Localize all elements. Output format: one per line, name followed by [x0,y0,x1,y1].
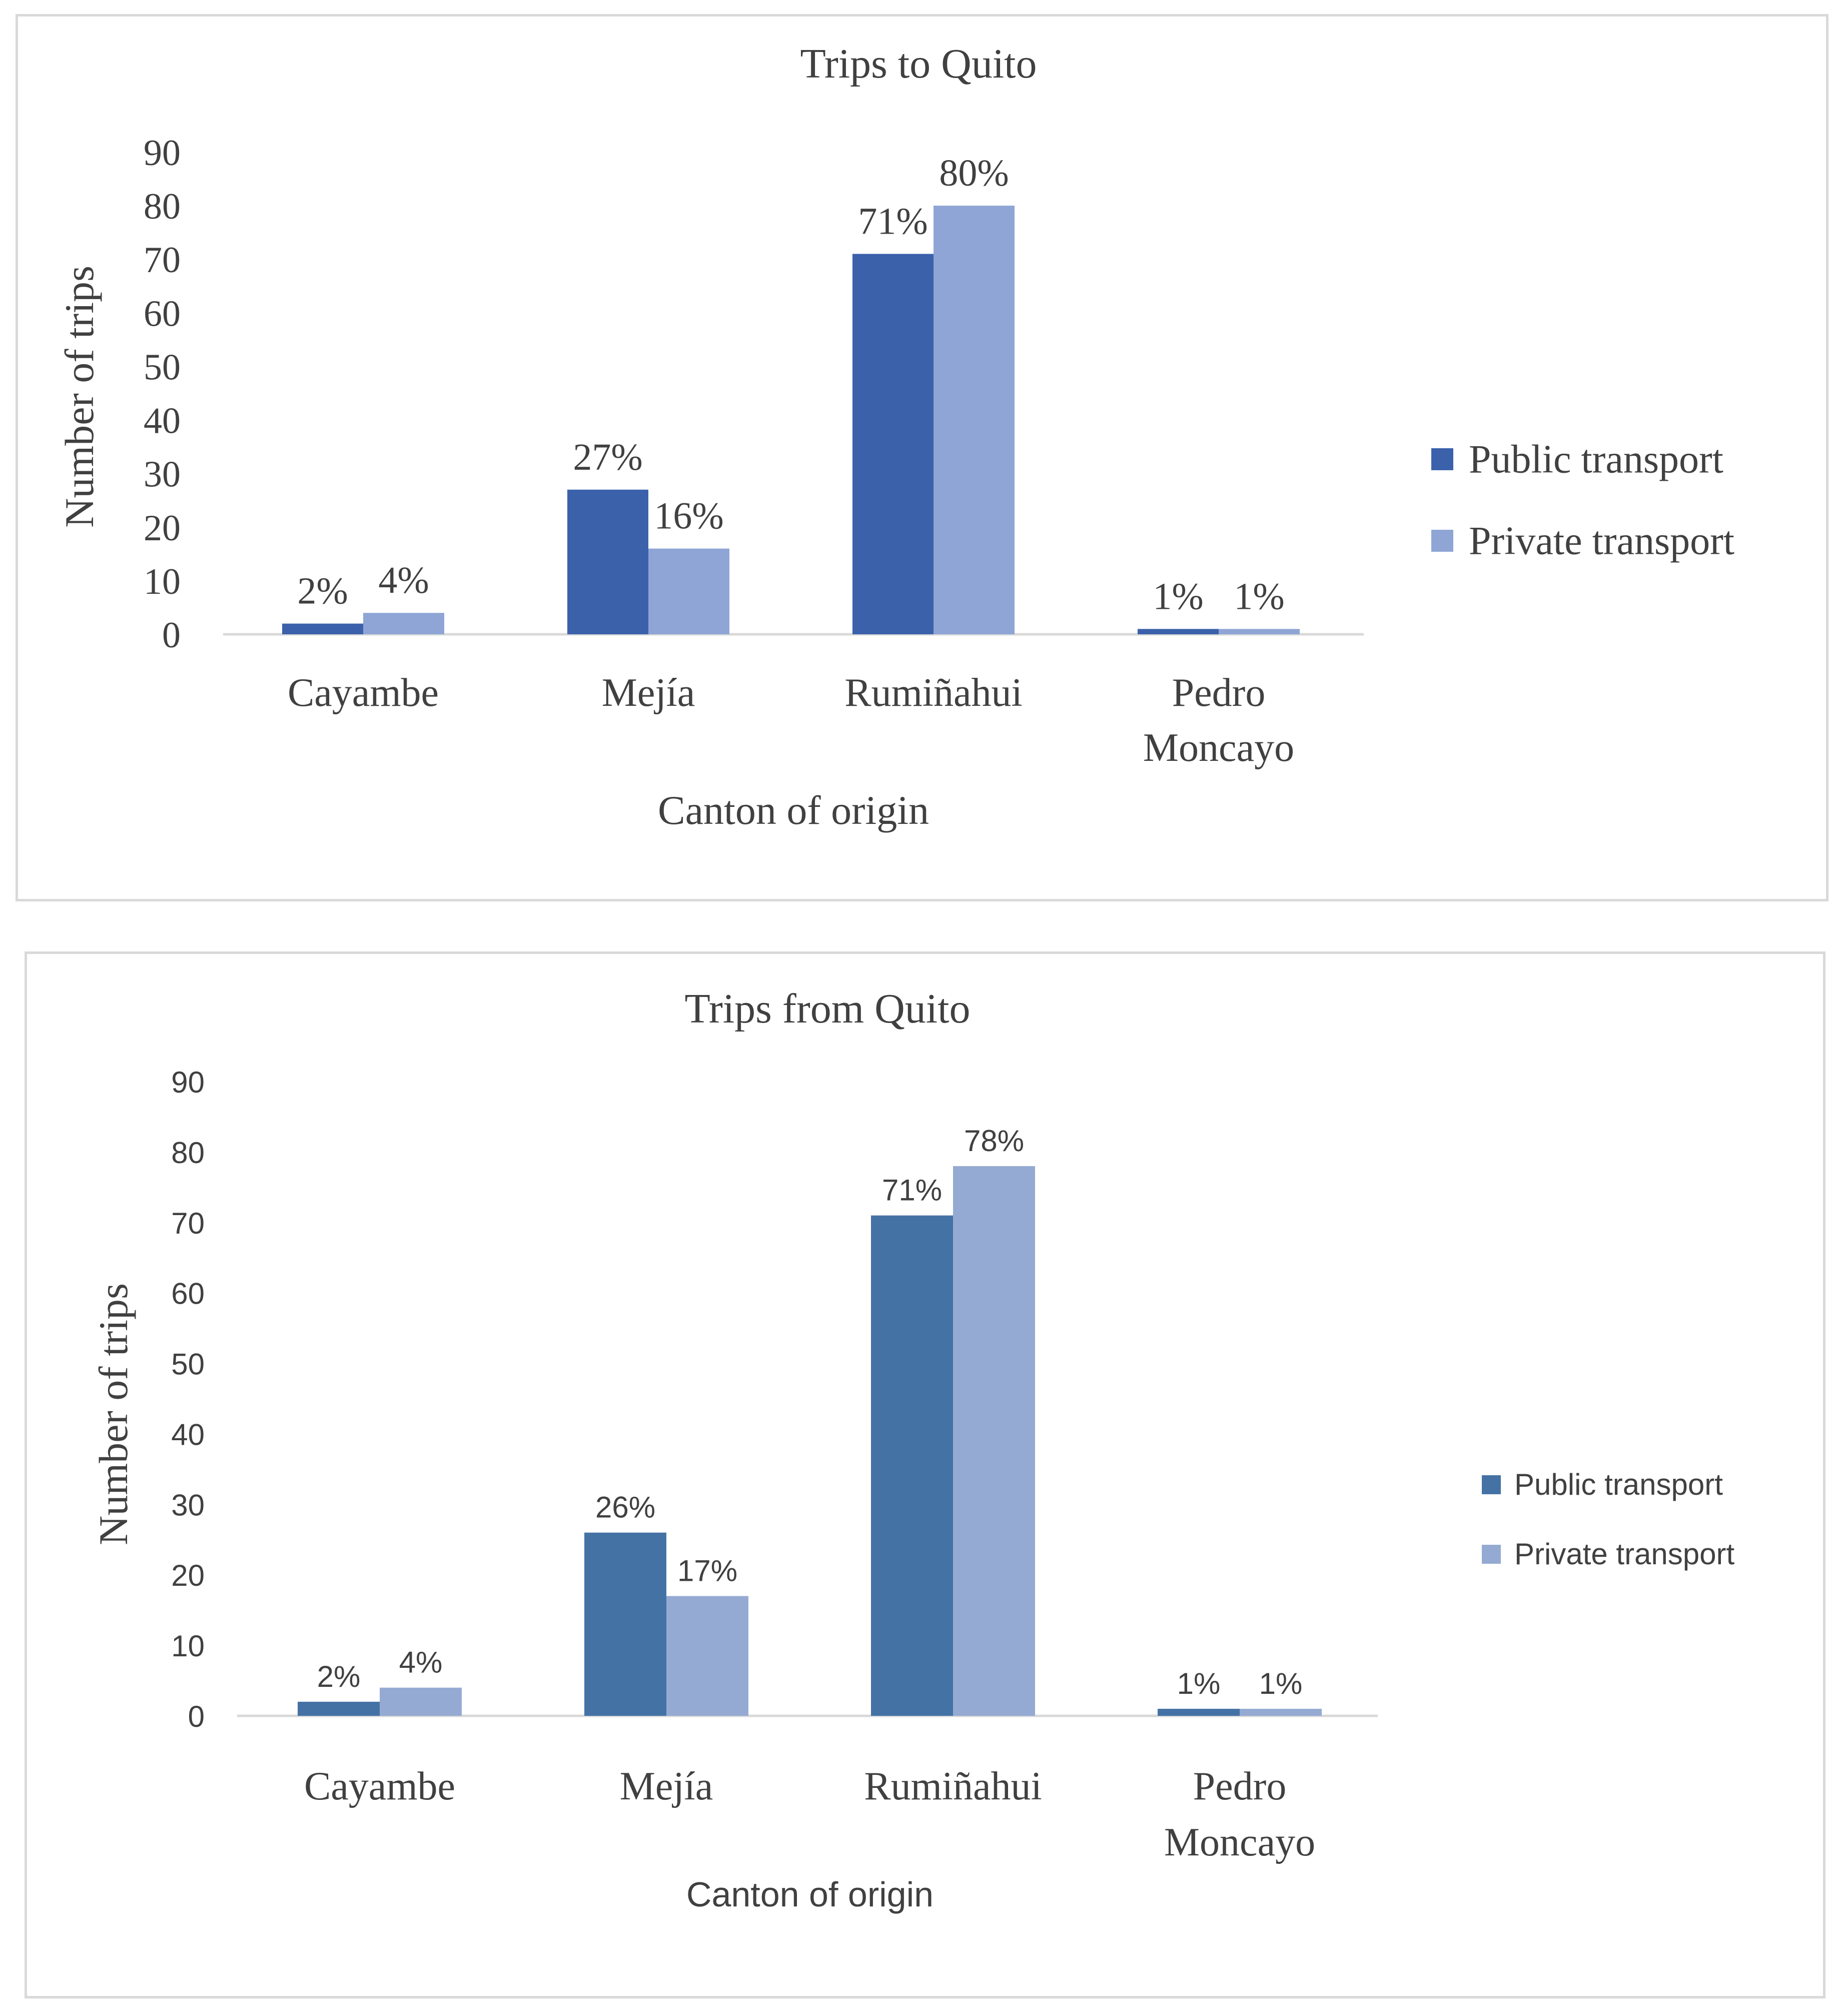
data-label: 71% [858,201,928,243]
data-label: 2% [297,570,348,612]
legend-label-private: Private transport [1514,1537,1735,1571]
y-tick-label: 40 [144,401,181,442]
data-label: 26% [595,1491,655,1524]
legend-label-public: Public transport [1514,1468,1723,1501]
x-axis-title: Canton of origin [686,1875,934,1914]
y-tick-label: 10 [144,561,181,602]
data-label: 16% [654,495,723,537]
bar-private [1240,1708,1322,1716]
y-tick-label: 90 [144,133,181,174]
bar-public [852,254,934,634]
chart-title: Trips to Quito [800,41,1037,87]
data-label: 80% [939,152,1009,194]
x-tick-label: Pedro [1193,1764,1287,1808]
data-label: 4% [378,559,429,601]
y-tick-label: 30 [144,454,181,495]
data-label: 27% [573,436,642,478]
chart-trips-from-quito: Trips from Quito 0 10 20 30 40 50 60 70 80 90 2% 4% C… [91,985,1735,1914]
y-tick-label: 60 [144,293,181,334]
y-tick-label: 0 [162,615,181,656]
data-label: 78% [964,1124,1024,1158]
data-label: 2% [317,1660,361,1693]
y-tick-label: 30 [171,1488,205,1522]
data-label: 17% [677,1554,737,1587]
bar-private [666,1596,748,1716]
bar-private [934,206,1015,635]
y-tick-label: 20 [171,1559,205,1592]
x-tick-label: Mejía [620,1764,713,1808]
x-tick-label: Cayambe [304,1764,455,1808]
x-tick-label: Pedro [1172,671,1266,715]
x-tick-label: Moncayo [1164,1820,1315,1864]
x-tick-label: Rumiñahui [864,1764,1042,1808]
bar-public [1158,1708,1240,1716]
legend-swatch-public [1482,1475,1501,1494]
x-tick-label: Cayambe [288,671,439,715]
y-tick-label: 70 [171,1207,205,1240]
data-label: 1% [1234,575,1284,617]
x-tick-label: Mejía [602,671,695,715]
legend-swatch-private [1482,1545,1501,1564]
data-label: 1% [1153,575,1203,617]
legend-label-private: Private transport [1469,519,1734,563]
y-axis-title: Number of trips [57,266,102,528]
bar-public [871,1215,953,1716]
bar-public [1138,629,1219,634]
bar-private [1219,629,1300,634]
bar-private [363,613,444,634]
y-tick-label: 80 [144,186,181,227]
y-tick-label: 0 [188,1700,205,1733]
data-label: 1% [1177,1667,1221,1700]
y-axis-title: Number of trips [91,1283,136,1545]
bar-private [953,1166,1035,1716]
y-tick-label: 70 [144,240,181,281]
bar-private [648,548,729,634]
y-tick-label: 40 [171,1418,205,1451]
y-tick-label: 20 [144,508,181,549]
y-tick-label: 80 [171,1136,205,1170]
bar-public [567,489,648,634]
data-label: 4% [399,1646,443,1679]
bar-public [584,1532,666,1716]
legend-label-public: Public transport [1469,437,1723,481]
y-tick-label: 50 [171,1348,205,1381]
x-tick-label: Rumiñahui [844,671,1023,715]
bar-private [380,1687,462,1716]
legend-swatch-public [1431,448,1453,470]
y-tick-label: 90 [171,1066,205,1099]
data-label: 71% [882,1174,942,1207]
bar-public [282,623,363,634]
data-label: 1% [1259,1667,1303,1700]
chart-trips-to-quito: Trips to Quito 0 10 20 30 40 50 60 70 80 90 2% 4% Cay… [57,41,1734,833]
y-tick-label: 10 [171,1629,205,1663]
y-tick-label: 60 [171,1277,205,1311]
chart-panel-trips-to-quito: Trips to Quito 0 10 20 30 40 50 60 70 80 90 2% 4% Cay… [16,14,1828,901]
chart-title: Trips from Quito [685,985,971,1032]
x-tick-label: Moncayo [1143,726,1294,770]
bar-public [298,1701,380,1716]
x-axis-title: Canton of origin [658,787,929,833]
legend-swatch-private [1431,530,1453,552]
chart-panel-trips-from-quito: Trips from Quito 0 10 20 30 40 50 60 70 80 90 2% 4% C… [25,951,1825,1998]
y-tick-label: 50 [144,347,181,388]
